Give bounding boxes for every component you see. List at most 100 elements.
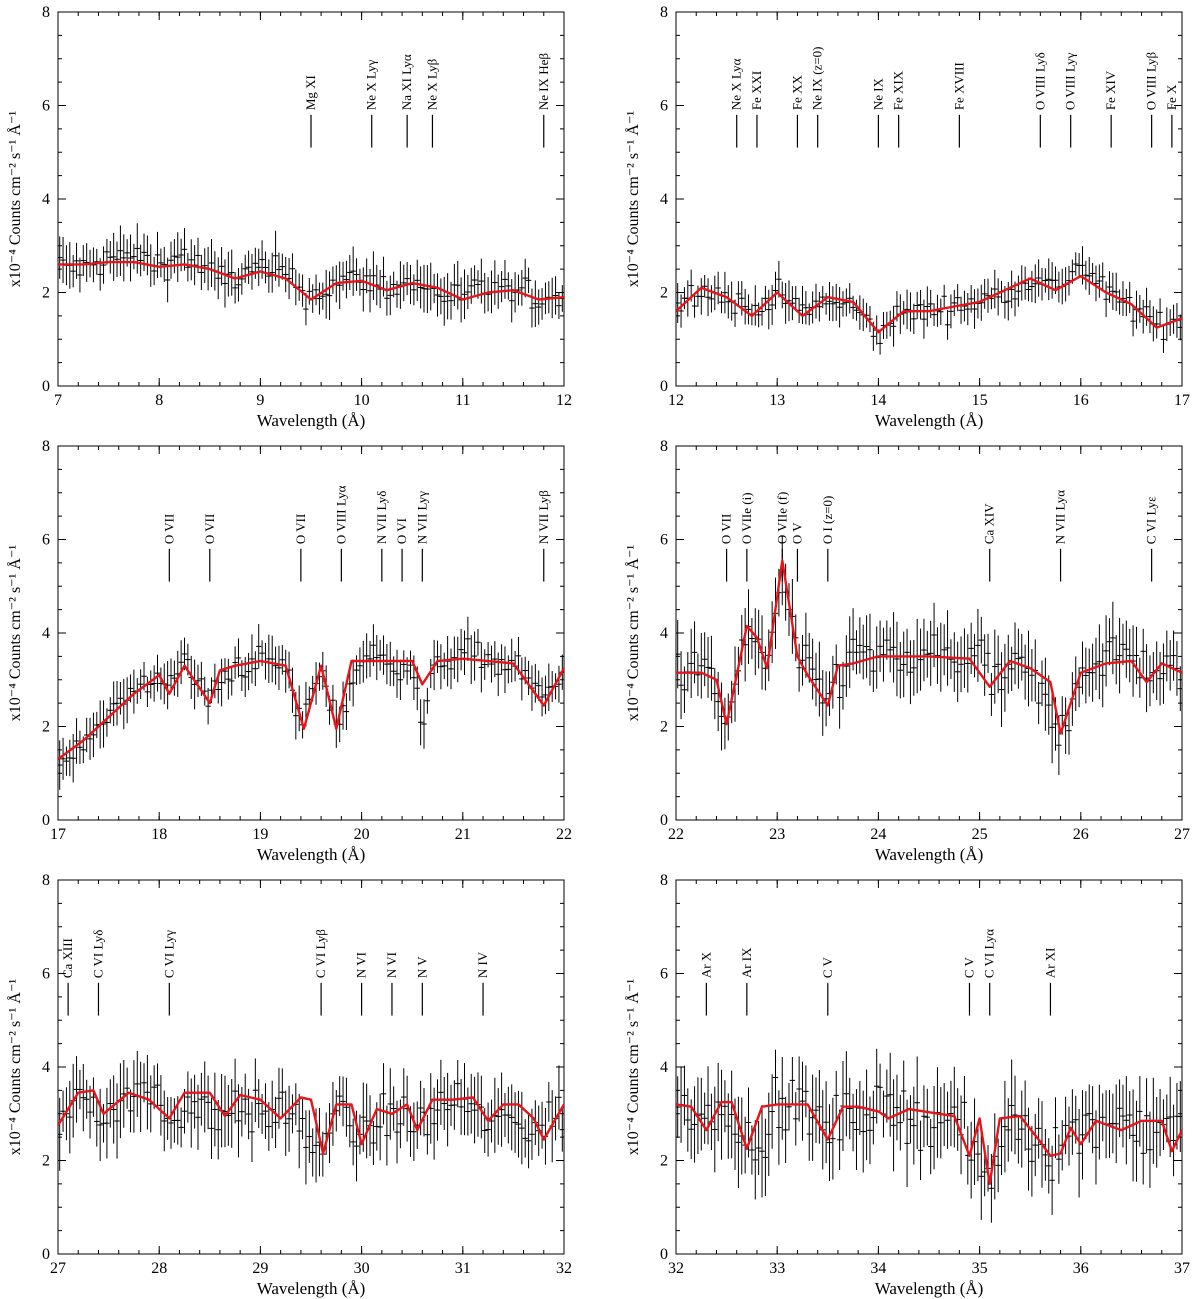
data-point: [897, 642, 904, 699]
data-point: [229, 1078, 235, 1148]
x-tick-label: 8: [155, 392, 163, 409]
line-marker-label: O VIII Lyγ: [1063, 52, 1078, 110]
y-tick-label: 4: [42, 1059, 50, 1076]
data-point: [509, 279, 515, 323]
data-point: [161, 1090, 167, 1152]
data-point: [1022, 266, 1028, 300]
x-tick-label: 12: [556, 392, 572, 409]
data-point: [175, 232, 181, 283]
data-point: [444, 273, 451, 320]
data-point: [776, 1090, 782, 1165]
data-point: [1015, 275, 1022, 307]
y-tick-label: 6: [660, 532, 668, 549]
line-marker-label: Fe XIX: [891, 70, 906, 110]
data-point: [847, 283, 853, 314]
data-point: [310, 1128, 316, 1177]
data-point: [522, 258, 528, 298]
data-point: [958, 296, 964, 324]
data-point: [205, 1075, 211, 1130]
x-tick-label: 16: [1073, 392, 1089, 409]
data-point: [1100, 1093, 1106, 1142]
data-point: [1002, 1080, 1008, 1173]
data-point: [968, 622, 974, 675]
data-point: [208, 1097, 215, 1159]
data-point: [505, 655, 512, 684]
data-point: [890, 1079, 897, 1172]
line-marker-label: Ar XI: [1042, 947, 1057, 978]
data-point: [759, 297, 765, 326]
line-marker-label: O VII: [719, 514, 734, 544]
data-point: [336, 1076, 343, 1117]
x-tick-label: 27: [1174, 826, 1190, 843]
data-point: [1137, 1076, 1143, 1147]
data-point: [438, 278, 444, 315]
y-axis-label: x10⁻⁴ Counts cm⁻² s⁻¹ Å⁻¹: [624, 545, 642, 722]
line-marker-label: N VI: [354, 952, 369, 978]
data-point: [471, 265, 478, 295]
data-point: [343, 693, 350, 731]
data-point: [83, 243, 90, 282]
x-tick-label: 22: [556, 826, 572, 843]
data-point: [444, 1072, 451, 1147]
data-point: [252, 651, 259, 687]
line-marker-label: C V: [961, 956, 976, 978]
data-point: [114, 680, 120, 726]
data-point: [279, 644, 286, 675]
data-point: [985, 278, 991, 313]
data-point: [1147, 300, 1153, 334]
data-point: [1133, 626, 1140, 685]
data-point: [532, 280, 539, 327]
data-point: [1140, 628, 1146, 674]
line-marker-label: O VIII Lyα: [333, 485, 348, 544]
data-point: [914, 291, 920, 320]
data-point: [685, 1088, 691, 1152]
data-point: [519, 1091, 525, 1165]
y-tick-label: 0: [660, 1246, 668, 1263]
data-point: [712, 668, 718, 720]
data-point: [350, 246, 356, 296]
data-point: [1042, 657, 1049, 731]
data-point: [370, 1120, 377, 1165]
data-point: [676, 620, 681, 689]
y-tick-label: 0: [660, 378, 668, 395]
data-point: [924, 630, 930, 678]
data-point: [887, 1052, 893, 1137]
data-point: [860, 1090, 866, 1173]
data-point: [681, 1065, 688, 1126]
data-point: [1079, 1090, 1086, 1180]
data-point: [1157, 651, 1163, 706]
data-point: [1113, 1084, 1119, 1164]
data-point: [58, 1097, 63, 1171]
data-point: [1076, 1109, 1082, 1198]
data-point: [1046, 258, 1052, 301]
data-point: [104, 1087, 110, 1159]
data-point: [1106, 271, 1113, 303]
data-point: [559, 1107, 564, 1152]
data-point: [296, 1093, 302, 1169]
data-point: [498, 271, 505, 303]
data-point: [340, 261, 346, 291]
data-point: [488, 645, 495, 683]
data-point: [178, 640, 184, 685]
data-point: [1049, 691, 1055, 764]
data-point: [701, 632, 708, 687]
data-point: [1093, 637, 1099, 691]
data-point: [793, 1092, 799, 1146]
y-tick-label: 6: [42, 532, 50, 549]
data-point: [370, 624, 377, 667]
data-point: [769, 285, 775, 325]
data-point: [515, 1090, 522, 1158]
data-point: [377, 1093, 383, 1161]
data-point: [455, 260, 461, 310]
data-point: [789, 1057, 796, 1104]
data-point: [552, 276, 559, 315]
data-point: [1046, 675, 1052, 735]
data-point: [911, 303, 917, 335]
data-point: [141, 1063, 147, 1103]
data-point: [242, 254, 248, 283]
data-point: [907, 1095, 914, 1144]
data-point: [276, 1067, 282, 1129]
data-point: [833, 1070, 839, 1120]
x-tick-label: 34: [870, 1260, 886, 1277]
data-points: [676, 1048, 1182, 1223]
